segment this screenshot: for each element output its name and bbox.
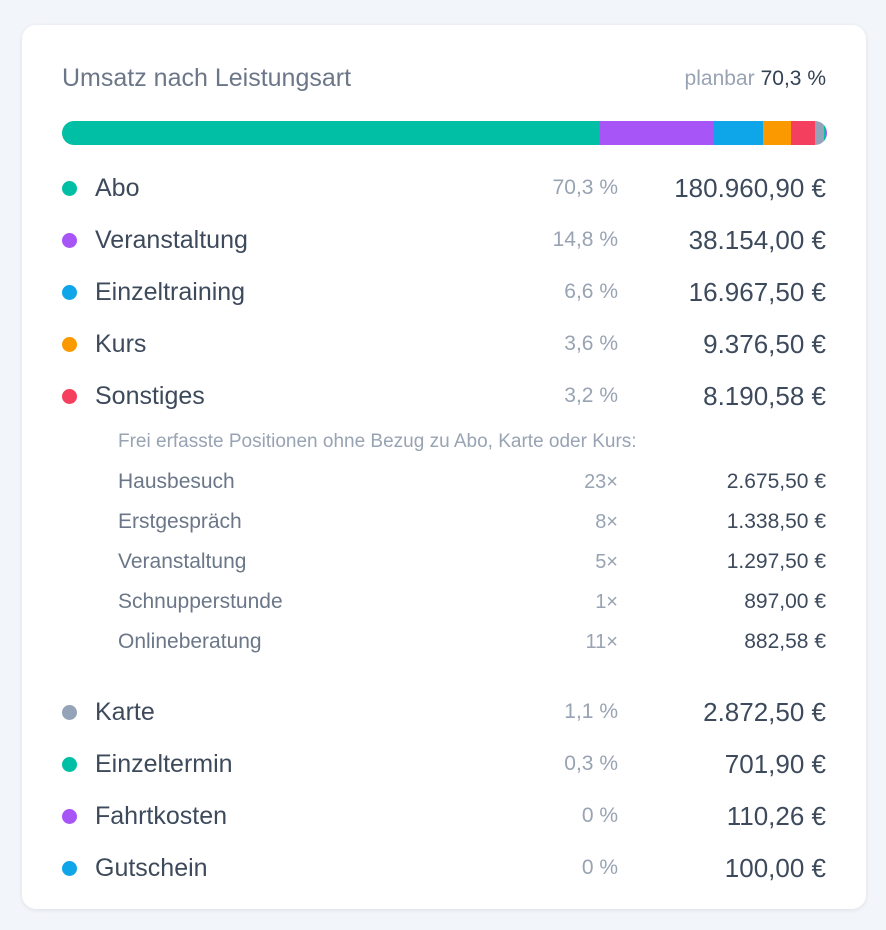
detail-amount: 2.675,50 € (726, 470, 826, 493)
category-percent: 70,3 % (552, 176, 618, 199)
category-row-abo: Abo 70,3 % 180.960,90 € (62, 162, 826, 214)
category-amount: 2.872,50 € (703, 697, 826, 727)
category-amount: 9.376,50 € (703, 329, 826, 359)
sonstiges-details-note: Frei erfasste Positionen ohne Bezug zu A… (118, 431, 637, 452)
category-amount: 701,90 € (724, 749, 826, 779)
legend-dot-icon (62, 233, 77, 248)
category-label: Sonstiges (95, 382, 205, 410)
revenue-share-bar (62, 121, 827, 145)
detail-amount: 882,58 € (744, 630, 826, 653)
category-label: Fahrtkosten (95, 802, 228, 830)
bar-segment-einzeltermin (823, 121, 827, 145)
revenue-by-service-card: Umsatz nach Leistungsart planbar 70,3 % A… (22, 25, 866, 909)
category-amount: 16.967,50 € (688, 277, 826, 307)
legend-dot-icon (62, 181, 77, 196)
legend-dot-icon (62, 861, 77, 876)
category-row-karte: Karte 1,1 % 2.872,50 € (62, 686, 826, 738)
detail-count: 5× (595, 551, 618, 573)
category-amount: 38.154,00 € (688, 225, 826, 255)
planbar-value: 70,3 % (760, 67, 826, 90)
category-percent: 14,8 % (552, 228, 618, 251)
category-row-kurs: Kurs 3,6 % 9.376,50 € (62, 318, 826, 370)
detail-row-hausbesuch: Hausbesuch 23× 2.675,50 € (118, 462, 826, 502)
category-amount: 110,26 € (726, 801, 826, 831)
detail-count: 23× (584, 471, 618, 493)
category-label: Veranstaltung (95, 226, 248, 254)
legend-dot-icon (62, 757, 77, 772)
detail-label: Erstgespräch (118, 510, 242, 533)
legend-dot-icon (62, 285, 77, 300)
planbar-summary: planbar 70,3 % (685, 65, 826, 93)
legend-dot-icon (62, 389, 77, 404)
detail-count: 1× (595, 591, 618, 613)
detail-count: 8× (595, 511, 618, 533)
detail-amount: 1.338,50 € (726, 510, 826, 533)
category-percent: 3,6 % (564, 332, 618, 355)
sonstiges-details: Frei erfasste Positionen ohne Bezug zu A… (62, 422, 826, 686)
category-row-einzeltraining: Einzeltraining 6,6 % 16.967,50 € (62, 266, 826, 318)
category-label: Einzeltermin (95, 750, 233, 778)
category-list: Abo 70,3 % 180.960,90 € Veranstaltung 14,8 %… (62, 162, 826, 894)
planbar-label: planbar (684, 67, 755, 90)
detail-row-veranstaltung: Veranstaltung 5× 1.297,50 € (118, 542, 826, 582)
category-label: Kurs (95, 330, 147, 358)
category-percent: 1,1 % (564, 700, 618, 723)
detail-label: Veranstaltung (118, 550, 247, 573)
category-percent: 3,2 % (564, 384, 618, 407)
category-amount: 8.190,58 € (703, 381, 826, 411)
bar-segment-veranstaltung (599, 121, 713, 145)
category-label: Gutschein (95, 854, 208, 882)
category-label: Abo (95, 174, 140, 202)
category-row-veranstaltung: Veranstaltung 14,8 % 38.154,00 € (62, 214, 826, 266)
bar-segment-abo (62, 121, 600, 145)
category-amount: 100,00 € (724, 853, 826, 883)
card-title: Umsatz nach Leistungsart (62, 64, 352, 92)
category-row-gutschein: Gutschein 0 % 100,00 € (62, 842, 826, 894)
legend-dot-icon (62, 809, 77, 824)
category-row-fahrtkosten: Fahrtkosten 0 % 110,26 € (62, 790, 826, 842)
detail-row-erstgespraech: Erstgespräch 8× 1.338,50 € (118, 502, 826, 542)
bar-segment-karte (815, 121, 824, 145)
bar-segment-kurs (763, 121, 792, 145)
detail-label: Hausbesuch (118, 470, 235, 493)
category-amount: 180.960,90 € (674, 173, 826, 203)
bar-segment-sonstiges (791, 121, 816, 145)
category-row-einzeltermin: Einzeltermin 0,3 % 701,90 € (62, 738, 826, 790)
category-label: Karte (95, 698, 155, 726)
legend-dot-icon (62, 705, 77, 720)
category-percent: 0 % (581, 804, 618, 827)
card-header: Umsatz nach Leistungsart planbar 70,3 % (62, 63, 826, 93)
detail-row-onlineberatung: Onlineberatung 11× 882,58 € (118, 622, 826, 662)
detail-amount: 1.297,50 € (726, 550, 826, 573)
detail-label: Schnupperstunde (118, 590, 283, 613)
category-percent: 0,3 % (564, 752, 618, 775)
category-percent: 0 % (581, 856, 618, 879)
detail-amount: 897,00 € (744, 590, 826, 613)
detail-label: Onlineberatung (118, 630, 262, 653)
detail-count: 11× (585, 631, 618, 653)
category-percent: 6,6 % (564, 280, 618, 303)
legend-dot-icon (62, 337, 77, 352)
category-label: Einzeltraining (95, 278, 246, 306)
category-row-sonstiges: Sonstiges 3,2 % 8.190,58 € (62, 370, 826, 422)
bar-segment-einzeltraining (713, 121, 764, 145)
detail-row-schnupperstunde: Schnupperstunde 1× 897,00 € (118, 582, 826, 622)
